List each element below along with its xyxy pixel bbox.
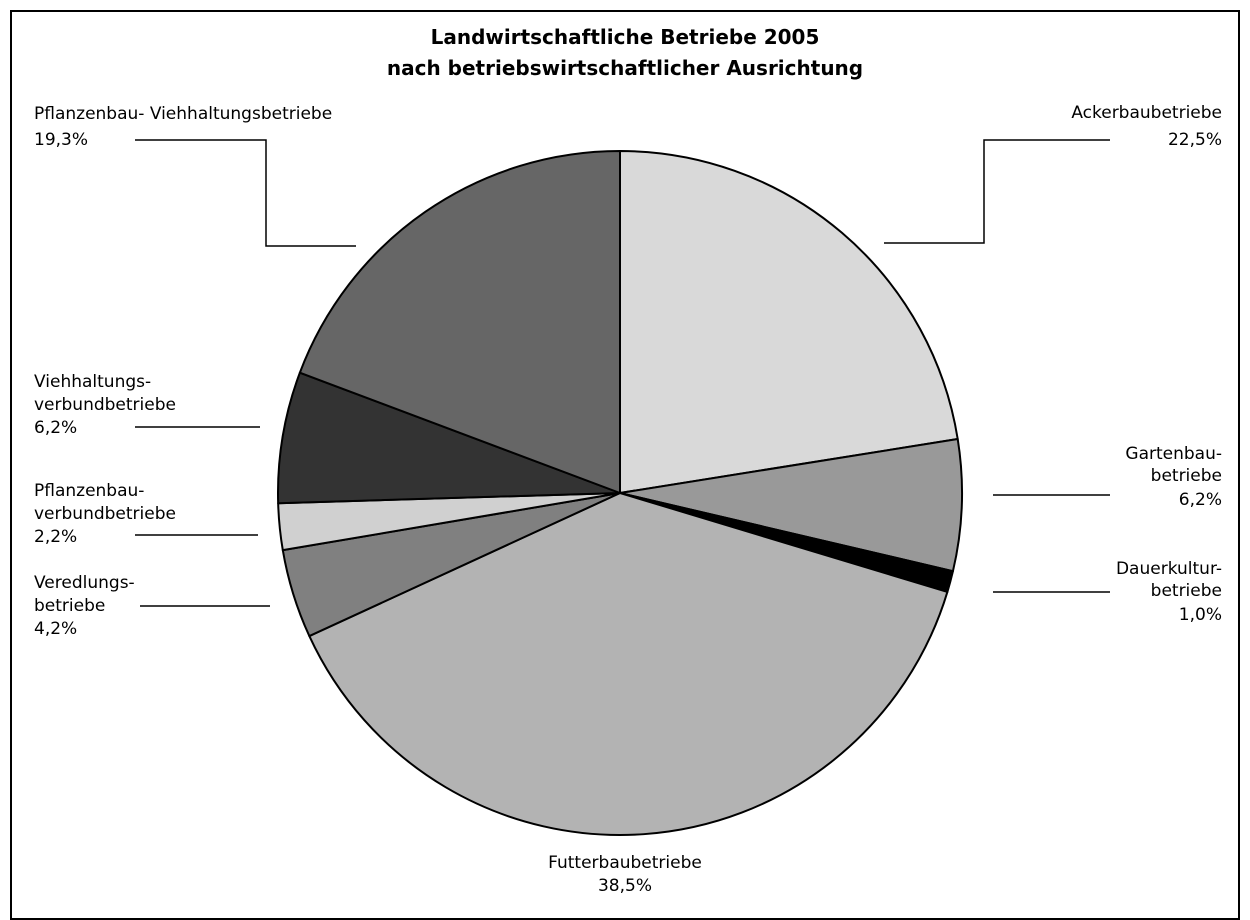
value-dauerkultur: 1,0% — [1179, 605, 1222, 625]
label-pflanzenbauverbund-1: Pflanzenbau- — [34, 481, 144, 501]
pie-slice-6 — [277, 371, 621, 505]
label-dauerkultur-1: Dauerkultur- — [1116, 559, 1222, 579]
value-pflanzenbauverbund: 2,2% — [34, 527, 77, 547]
label-veredlung-1: Veredlungs- — [34, 573, 135, 593]
label-pflanzenbauverbund-2: verbundbetriebe — [34, 504, 176, 524]
chart-title-line2: nach betriebswirtschaftlicher Ausrichtun… — [387, 56, 863, 80]
label-futterbau: Futterbaubetriebe — [548, 853, 702, 873]
label-pflanzenbau-viehhaltung: Pflanzenbau- Viehhaltungsbetriebe — [34, 104, 332, 124]
pie-slice-0 — [619, 150, 959, 494]
value-pflanzenbau-viehhaltung: 19,3% — [34, 130, 88, 150]
leader-line-pflanzenbau-viehhaltung — [135, 139, 356, 247]
value-veredlung: 4,2% — [34, 619, 77, 639]
pie-slice-1 — [619, 438, 963, 573]
label-dauerkultur-2: betriebe — [1151, 581, 1222, 601]
chart-title-line1: Landwirtschaftliche Betriebe 2005 — [431, 25, 820, 49]
label-viehhaltungsverbund-1: Viehhaltungs- — [34, 372, 151, 392]
pie-slices — [277, 150, 963, 836]
pie-slice-3 — [308, 492, 949, 836]
value-ackerbau: 22,5% — [1168, 130, 1222, 150]
value-gartenbau: 6,2% — [1179, 490, 1222, 510]
label-gartenbau-1: Gartenbau- — [1125, 444, 1222, 464]
label-gartenbau-2: betriebe — [1151, 466, 1222, 486]
value-viehhaltungsverbund: 6,2% — [34, 418, 77, 438]
label-ackerbau: Ackerbaubetriebe — [1071, 103, 1222, 123]
leader-line-ackerbau — [884, 139, 1110, 244]
label-veredlung-2: betriebe — [34, 596, 105, 616]
pie-slice-7 — [298, 150, 621, 494]
label-viehhaltungsverbund-2: verbundbetriebe — [34, 395, 176, 415]
value-futterbau: 38,5% — [598, 876, 652, 896]
